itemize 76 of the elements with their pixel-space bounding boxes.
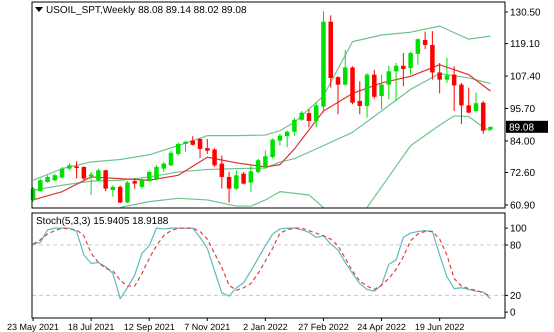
candlestick [372,69,377,100]
candlestick [220,155,224,190]
candlestick [248,164,254,192]
y-tick-label: 119.10 [510,39,540,50]
y-tick-label: 20 [510,290,522,302]
candlestick [284,130,290,148]
candlestick [416,38,420,66]
candlestick [379,74,384,110]
candlestick [437,62,442,94]
candlestick [474,92,478,114]
y-tick-label: 107.40 [510,72,542,83]
x-tick-label: 7 Nov 2021 [184,322,230,332]
candlestick [278,133,282,146]
candlestick [110,184,116,198]
candlestick [336,76,340,115]
candlestick [38,178,43,192]
x-tick-label: 24 Apr 2022 [357,322,406,332]
candlestick [292,117,297,136]
candlestick [314,102,318,128]
candlestick [358,80,362,115]
x-tick-label: 12 Sep 2021 [124,322,175,332]
candlestick [205,138,210,154]
chart-title: Stoch(5,3,3) 15.9405 18.9188 [36,216,169,227]
candlestick [444,58,450,84]
candlestick [168,150,174,167]
y-tick-label: 84.00 [510,136,536,148]
candlestick [190,136,196,146]
candlestick [88,171,94,196]
candlestick [234,170,239,190]
candlestick [132,178,137,190]
candlestick [198,138,202,159]
y-tick-label: 0 [510,308,516,319]
candlestick [401,52,406,87]
candlestick [212,148,217,168]
candlestick [459,82,464,124]
candlestick [241,171,246,185]
x-tick-label: 18 Jul 2021 [68,322,114,332]
y-tick-label: 95.70 [510,104,536,115]
candlestick [394,62,398,102]
candlestick [306,108,312,128]
candlestick [118,184,122,204]
candlestick [154,164,159,181]
candlestick [161,161,166,172]
y-tick-label: 60.90 [510,200,536,212]
candlestick [96,168,101,182]
y-tick-label: 72.60 [510,168,536,180]
candlestick [60,166,64,180]
candlestick [74,160,79,180]
x-tick-label: 23 May 2021 [7,322,60,332]
candlestick [422,31,428,50]
chart-title: USOIL_SPT,Weekly 88.08 89.14 88.02 89.08 [46,5,247,16]
candlestick [452,66,456,112]
candlestick [263,150,268,170]
candlestick [256,158,260,174]
candlestick [386,65,392,100]
candlestick [140,178,144,190]
candlestick [270,138,275,160]
y-tick-label: 130.50 [510,7,542,18]
candlestick [146,170,152,182]
candlestick [466,87,471,114]
line-series [32,26,492,181]
candlestick [82,166,86,181]
candlestick [408,51,413,76]
y-tick-label: 80 [510,240,522,252]
candlestick [125,180,130,204]
candlestick [299,110,304,122]
x-tick-label: 2 Jan 2022 [243,322,288,332]
candlestick [183,140,188,152]
candlestick [343,49,348,86]
candlestick [226,171,232,203]
text: 89.08 [509,122,534,134]
candlestick [103,169,108,192]
y-tick-label: 100 [510,224,528,235]
candlestick [176,142,181,156]
x-tick-label: 27 Feb 2022 [298,322,349,332]
x-tick-label: 19 Jun 2022 [414,322,464,332]
